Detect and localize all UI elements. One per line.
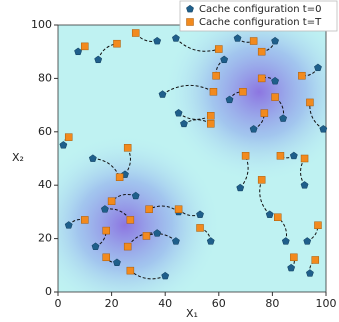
legend-label: Cache configuration t=0 — [199, 4, 321, 15]
point-tT — [81, 216, 89, 224]
point-t0 — [220, 55, 229, 64]
point-tT — [131, 29, 140, 37]
point-tT — [311, 256, 320, 264]
trajectory — [175, 37, 219, 52]
point-tT — [207, 112, 215, 120]
point-tT — [241, 152, 250, 160]
point-t0 — [153, 36, 162, 45]
point-tT — [196, 224, 204, 232]
point-tT — [123, 144, 132, 152]
point-t0 — [281, 237, 290, 245]
point-tT — [113, 39, 121, 48]
point-t0 — [174, 109, 183, 117]
point-tT — [123, 242, 132, 251]
point-tT — [107, 197, 116, 205]
legend-box — [179, 0, 338, 32]
point-tT — [126, 266, 135, 275]
point-t0 — [225, 95, 234, 104]
y-tick-label: 40 — [38, 178, 52, 191]
point-tT — [276, 152, 285, 160]
legend-marker — [186, 4, 194, 13]
point-tT — [209, 88, 218, 96]
point-tT — [126, 216, 135, 224]
point-t0 — [265, 210, 274, 218]
x-tick-label: 80 — [265, 297, 279, 310]
point-t0 — [233, 34, 242, 42]
point-tT — [257, 47, 266, 56]
x-tick-label: 40 — [158, 297, 172, 310]
y-tick-label: 20 — [38, 232, 52, 245]
point-t0 — [271, 36, 279, 45]
point-tT — [145, 205, 153, 213]
legend-label: Cache configuration t=T — [199, 17, 322, 28]
point-t0 — [158, 90, 167, 98]
point-tT — [174, 205, 183, 213]
point-tT — [81, 42, 89, 51]
point-tT — [102, 226, 110, 235]
y-tick-label: 60 — [38, 125, 52, 138]
point-tT — [102, 253, 110, 262]
legend-marker — [186, 18, 194, 26]
point-tT — [314, 221, 322, 229]
point-t0 — [91, 242, 100, 250]
point-t0 — [161, 271, 170, 280]
point-tT — [290, 253, 298, 262]
point-t0 — [271, 76, 279, 85]
point-tT — [257, 176, 266, 184]
point-tT — [306, 98, 314, 107]
point-t0 — [64, 221, 73, 229]
trajectory — [162, 84, 214, 95]
point-t0 — [172, 34, 180, 42]
point-t0 — [236, 183, 245, 192]
point-tT — [142, 232, 151, 240]
point-t0 — [180, 119, 188, 128]
y-tick-label: 100 — [31, 18, 52, 31]
point-tT — [64, 133, 73, 141]
point-tT — [298, 71, 306, 80]
point-tT — [212, 71, 220, 80]
point-t0 — [303, 237, 312, 245]
point-t0 — [88, 154, 97, 162]
point-tT — [260, 109, 269, 117]
point-t0 — [196, 210, 204, 218]
point-t0 — [131, 191, 140, 200]
point-t0 — [59, 141, 68, 149]
point-tT — [115, 173, 124, 181]
point-t0 — [206, 237, 215, 245]
point-t0 — [287, 263, 296, 272]
point-t0 — [172, 237, 180, 245]
y-axis-label: X₂ — [12, 151, 24, 164]
point-tT — [215, 45, 223, 53]
point-t0 — [289, 151, 298, 160]
point-t0 — [314, 63, 322, 72]
point-tT — [239, 88, 247, 96]
point-t0 — [319, 125, 328, 133]
point-t0 — [300, 181, 309, 189]
y-tick-label: 0 — [45, 285, 52, 298]
point-tT — [207, 120, 215, 128]
x-tick-label: 0 — [55, 297, 62, 310]
point-t0 — [249, 125, 258, 133]
point-t0 — [113, 258, 121, 266]
point-t0 — [100, 205, 109, 213]
x-tick-label: 20 — [105, 297, 119, 310]
point-tT — [249, 37, 258, 45]
point-t0 — [306, 269, 314, 277]
y-tick-label: 80 — [38, 71, 52, 84]
x-tick-label: 100 — [316, 297, 337, 310]
point-tT — [271, 93, 279, 101]
point-tT — [300, 154, 309, 163]
x-tick-label: 60 — [212, 297, 226, 310]
point-t0 — [153, 229, 162, 237]
legend: Cache configuration t=0 Cache configurati… — [179, 0, 338, 32]
x-axis-label: X₁ — [186, 307, 198, 320]
point-t0 — [94, 55, 103, 64]
point-tT — [257, 74, 266, 83]
point-tT — [274, 213, 282, 221]
point-t0 — [279, 114, 288, 122]
